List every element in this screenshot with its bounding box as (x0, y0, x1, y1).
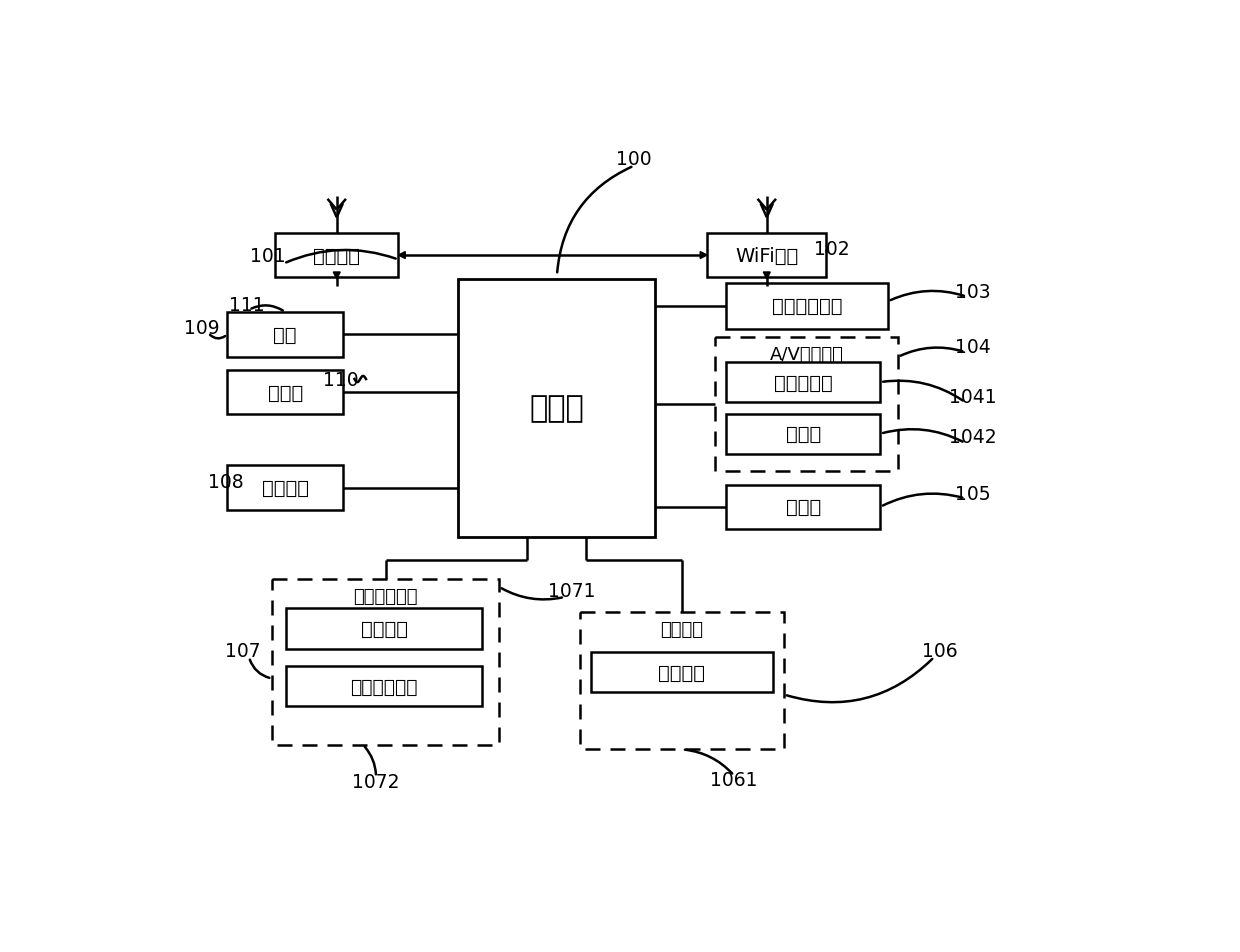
Text: 105: 105 (955, 485, 991, 504)
Text: 106: 106 (921, 642, 957, 661)
Text: WiFi模块: WiFi模块 (735, 247, 799, 266)
Polygon shape (334, 272, 340, 280)
Text: 显示面板: 显示面板 (658, 664, 706, 683)
Text: 109: 109 (185, 319, 219, 338)
Text: 传感器: 传感器 (786, 498, 821, 517)
Bar (707, 233, 826, 278)
Text: 1071: 1071 (548, 582, 595, 601)
Text: 触控面板: 触控面板 (361, 620, 408, 639)
Bar (727, 414, 880, 454)
Text: 显示单元: 显示单元 (661, 621, 703, 639)
Text: 101: 101 (250, 248, 286, 266)
Text: 射频单元: 射频单元 (314, 247, 361, 266)
Bar (286, 609, 482, 649)
Text: 1042: 1042 (949, 427, 997, 446)
Text: 108: 108 (208, 472, 244, 491)
Text: 100: 100 (616, 149, 652, 169)
Text: 图形处理器: 图形处理器 (774, 373, 833, 392)
Text: 110: 110 (322, 370, 358, 389)
Bar (227, 466, 343, 510)
Text: 麦克风: 麦克风 (786, 425, 821, 444)
Text: 104: 104 (955, 338, 991, 357)
Text: 存储器: 存储器 (268, 384, 303, 402)
Bar (275, 233, 398, 278)
Bar (727, 485, 880, 529)
Bar (227, 312, 343, 357)
Text: 107: 107 (224, 642, 260, 661)
Text: 其他输入设备: 其他输入设备 (351, 677, 418, 696)
Polygon shape (764, 272, 770, 280)
Text: 用户输入单元: 用户输入单元 (353, 587, 418, 605)
Text: 接口单元: 接口单元 (262, 479, 309, 498)
Text: 103: 103 (955, 283, 991, 302)
Text: 111: 111 (229, 295, 264, 314)
Text: 电源: 电源 (273, 326, 296, 345)
Bar (286, 666, 482, 706)
Text: 处理器: 处理器 (529, 394, 584, 423)
Bar (459, 280, 655, 537)
Polygon shape (398, 252, 405, 259)
Text: 1041: 1041 (949, 387, 997, 407)
Bar (272, 580, 500, 745)
Text: 1061: 1061 (711, 770, 758, 789)
Text: 102: 102 (813, 239, 849, 258)
Text: 音频输出单元: 音频输出单元 (773, 297, 842, 316)
Bar (227, 370, 343, 415)
Bar (590, 653, 773, 693)
Bar (714, 337, 898, 472)
Bar (727, 363, 880, 403)
Text: A/V输入单元: A/V输入单元 (770, 346, 843, 364)
Bar (727, 284, 888, 329)
Text: 1072: 1072 (352, 772, 399, 791)
Bar (580, 613, 784, 749)
Polygon shape (701, 252, 707, 259)
